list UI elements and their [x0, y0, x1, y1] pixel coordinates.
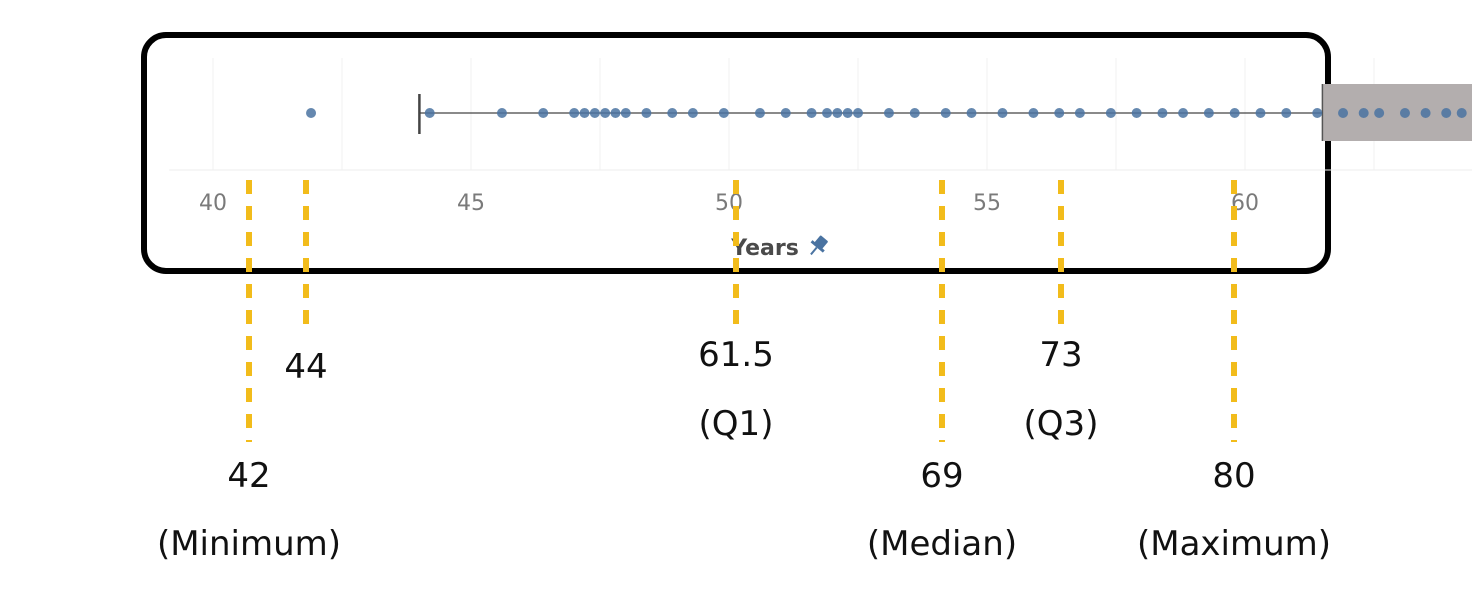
x-tick-label: 45	[457, 191, 485, 216]
data-point[interactable]	[1054, 108, 1065, 118]
q3-name-label: (Q3)	[1024, 404, 1099, 444]
minimum-value-label: 42	[227, 456, 270, 496]
q3-value-label: 73	[1039, 335, 1082, 375]
grid	[169, 58, 1472, 171]
data-point[interactable]	[1074, 108, 1085, 118]
data-point[interactable]	[579, 108, 590, 118]
data-point[interactable]	[1178, 108, 1189, 118]
minimum-name-label: (Minimum)	[157, 524, 341, 564]
data-point[interactable]	[538, 108, 549, 118]
data-point[interactable]	[1203, 108, 1214, 118]
x-tick-label: 55	[973, 191, 1001, 216]
data-point[interactable]	[853, 108, 863, 118]
data-point[interactable]	[1229, 108, 1240, 118]
median-value-label: 69	[920, 456, 963, 496]
data-point[interactable]	[620, 108, 631, 118]
x-axis-title: Years	[730, 236, 799, 261]
data-point[interactable]	[842, 108, 853, 118]
data-point[interactable]	[909, 108, 920, 118]
data-point[interactable]	[589, 108, 600, 118]
data-point[interactable]	[1157, 108, 1168, 118]
x-tick-label: 40	[199, 191, 227, 216]
data-point[interactable]	[1338, 108, 1349, 118]
maximum-value-label: 80	[1212, 456, 1255, 496]
data-point[interactable]	[687, 108, 698, 118]
data-point[interactable]	[667, 108, 678, 118]
x-axis-title-group: Years	[730, 233, 831, 261]
data-point[interactable]	[1255, 108, 1266, 118]
data-point[interactable]	[1441, 108, 1452, 118]
data-point[interactable]	[780, 108, 791, 118]
maximum-name-label: (Maximum)	[1137, 524, 1331, 564]
data-point[interactable]	[883, 108, 894, 118]
data-point[interactable]	[569, 108, 580, 118]
q1-value-label: 61.5	[698, 335, 774, 375]
data-point[interactable]	[496, 108, 507, 118]
data-point[interactable]	[306, 108, 317, 118]
pin-icon[interactable]	[805, 233, 831, 259]
data-point[interactable]	[1399, 108, 1410, 118]
x-axis-ticks: 404550556065707580	[199, 191, 1259, 216]
data-point[interactable]	[610, 108, 621, 118]
data-point[interactable]	[997, 108, 1008, 118]
data-point[interactable]	[1131, 108, 1142, 118]
data-point[interactable]	[754, 108, 765, 118]
data-point[interactable]	[1456, 108, 1467, 118]
data-point[interactable]	[424, 108, 435, 118]
data-point[interactable]	[718, 108, 729, 118]
median-name-label: (Median)	[867, 524, 1017, 564]
data-point[interactable]	[1374, 108, 1385, 118]
data-point[interactable]	[940, 108, 951, 118]
data-points	[306, 108, 1467, 118]
data-point[interactable]	[1105, 108, 1116, 118]
data-point[interactable]	[1358, 108, 1369, 118]
data-point[interactable]	[600, 108, 611, 118]
annotations: 42 (Minimum) 44 61.5 (Q1) 69 (Median) 73 (Q3) 80 (…	[157, 180, 1331, 564]
data-point[interactable]	[641, 108, 652, 118]
data-point[interactable]	[966, 108, 977, 118]
data-point[interactable]	[832, 108, 843, 118]
data-point[interactable]	[1420, 108, 1431, 118]
data-point[interactable]	[1281, 108, 1292, 118]
q1-name-label: (Q1)	[699, 404, 774, 444]
data-point[interactable]	[822, 108, 833, 118]
data-point[interactable]	[806, 108, 817, 118]
lower_whisker-value-label: 44	[284, 347, 327, 387]
data-point[interactable]	[1028, 108, 1039, 118]
data-point[interactable]	[1312, 108, 1323, 118]
